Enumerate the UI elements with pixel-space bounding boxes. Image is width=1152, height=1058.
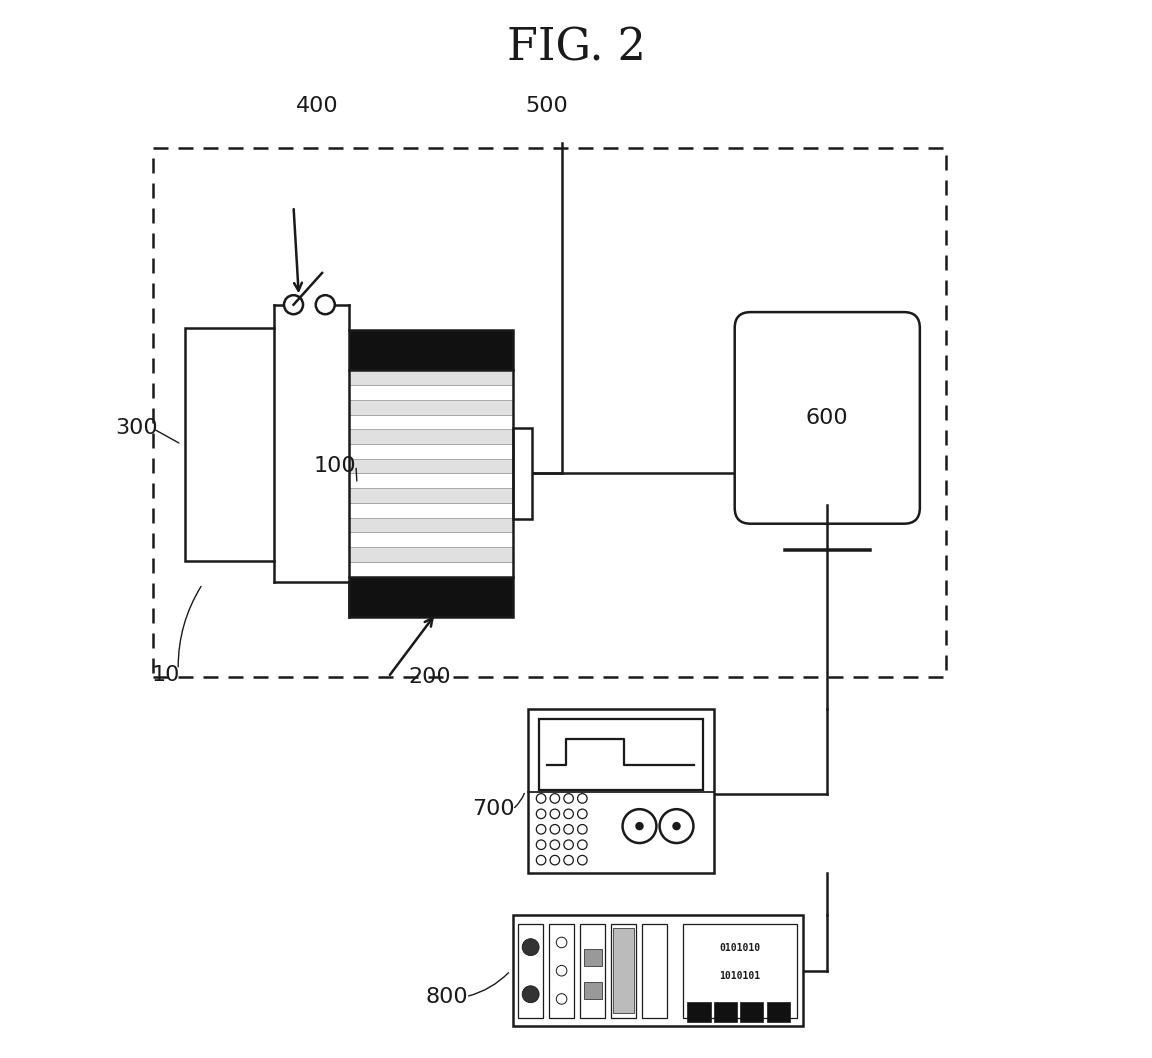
Circle shape bbox=[673, 822, 681, 831]
Circle shape bbox=[635, 822, 644, 831]
Bar bbox=[584, 982, 601, 999]
Bar bbox=[513, 915, 803, 1026]
Bar bbox=[349, 517, 513, 532]
Text: 300: 300 bbox=[115, 419, 158, 438]
Text: 0101010: 0101010 bbox=[720, 944, 760, 953]
Bar bbox=[539, 719, 703, 790]
Text: 700: 700 bbox=[472, 800, 515, 819]
Bar bbox=[642, 924, 667, 1018]
Bar bbox=[349, 400, 513, 415]
Bar bbox=[548, 924, 575, 1018]
Text: 500: 500 bbox=[525, 96, 568, 115]
Text: 800: 800 bbox=[425, 987, 468, 1006]
Bar bbox=[349, 415, 513, 430]
Bar bbox=[766, 1002, 790, 1022]
Circle shape bbox=[285, 295, 303, 314]
Bar bbox=[349, 370, 513, 577]
Text: 400: 400 bbox=[295, 96, 338, 115]
Bar bbox=[153, 148, 946, 677]
Bar bbox=[740, 1002, 764, 1022]
Bar bbox=[349, 562, 513, 577]
Bar bbox=[349, 370, 513, 385]
Bar bbox=[184, 328, 274, 561]
Bar bbox=[349, 330, 513, 370]
Bar bbox=[584, 949, 601, 966]
Text: 600: 600 bbox=[806, 408, 849, 427]
Text: 200: 200 bbox=[409, 668, 452, 687]
Bar bbox=[579, 924, 605, 1018]
Circle shape bbox=[522, 938, 539, 955]
Bar bbox=[517, 924, 544, 1018]
Bar bbox=[613, 928, 634, 1014]
Bar bbox=[349, 474, 513, 488]
Bar bbox=[349, 488, 513, 503]
Bar bbox=[529, 709, 713, 873]
Bar bbox=[714, 1002, 737, 1022]
Text: 1010101: 1010101 bbox=[720, 971, 760, 981]
Bar bbox=[688, 1002, 711, 1022]
Bar bbox=[349, 547, 513, 562]
Circle shape bbox=[316, 295, 335, 314]
Bar bbox=[349, 444, 513, 459]
Bar bbox=[349, 430, 513, 444]
Text: FIG. 2: FIG. 2 bbox=[507, 26, 645, 69]
Bar bbox=[349, 532, 513, 547]
Bar bbox=[349, 385, 513, 400]
FancyBboxPatch shape bbox=[735, 312, 919, 524]
Bar bbox=[349, 459, 513, 474]
Bar bbox=[683, 924, 797, 1018]
Circle shape bbox=[522, 986, 539, 1003]
Bar bbox=[349, 577, 513, 617]
Bar bbox=[349, 503, 513, 517]
Text: 100: 100 bbox=[313, 456, 356, 475]
Bar bbox=[611, 924, 636, 1018]
Bar bbox=[513, 428, 531, 518]
Text: 10: 10 bbox=[151, 665, 180, 685]
